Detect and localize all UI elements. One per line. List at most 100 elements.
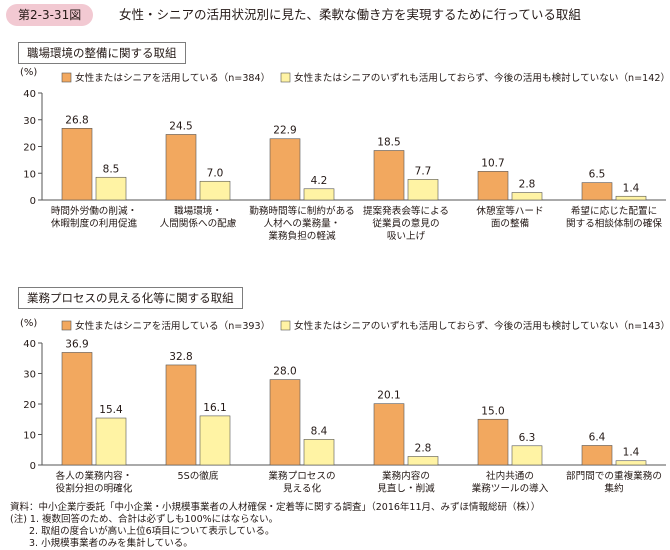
category-label: 時間外労働の削減・ bbox=[51, 205, 137, 217]
bar-value-label: 10.7 bbox=[481, 157, 504, 169]
bar bbox=[407, 456, 439, 466]
category-label: 部門間での重複業務の bbox=[566, 470, 662, 482]
legend-swatch bbox=[61, 320, 72, 331]
bar-value-label: 8.5 bbox=[103, 163, 120, 175]
category-label: 役割分担の明確化 bbox=[56, 483, 133, 495]
legend-label: 女性またはシニアを活用している（n=384） bbox=[75, 72, 270, 84]
bar-value-label: 15.0 bbox=[481, 405, 504, 417]
legend-swatch bbox=[280, 72, 291, 83]
bar-value-label: 26.8 bbox=[65, 114, 88, 126]
legend-label: 女性またはシニアのいずれも活用しておらず、今後の活用も検討していない（n=142… bbox=[294, 72, 670, 84]
bar-value-label: 22.9 bbox=[273, 125, 296, 137]
bar bbox=[615, 195, 647, 201]
category-label: 業務内容の bbox=[382, 470, 430, 482]
bar bbox=[511, 445, 543, 466]
category-label: 従業員の意見の bbox=[372, 218, 439, 230]
bar bbox=[407, 179, 439, 201]
note-2: 2. 取組の度合いが高い上位6項目について表示している。 bbox=[29, 526, 275, 537]
y-tick-label: 20 bbox=[23, 143, 36, 154]
y-tick-label: 40 bbox=[23, 89, 36, 100]
bar-value-label: 8.4 bbox=[311, 425, 328, 437]
y-tick-label: 10 bbox=[23, 169, 36, 180]
figure-header: 第2-3-31図 女性・シニアの活用状況別に見た、柔軟な働き方を実現するために行… bbox=[0, 0, 670, 30]
bar-value-label: 24.5 bbox=[169, 120, 192, 132]
category-label: 集約 bbox=[604, 483, 623, 495]
legend-label: 女性またはシニアを活用している（n=393） bbox=[75, 320, 270, 332]
bar bbox=[269, 379, 301, 466]
bar bbox=[581, 182, 613, 201]
bar bbox=[581, 445, 613, 466]
source-notes: 資料：中小企業庁委託「中小企業・小規模事業者の人材確保・定着等に関する調査」（2… bbox=[10, 502, 540, 550]
y-axis-unit-label: (%) bbox=[20, 67, 37, 78]
bar-value-label: 6.3 bbox=[519, 432, 536, 444]
note-1: (注) 1. 複数回答のため、合計は必ずしも100%にはならない。 bbox=[10, 514, 279, 525]
y-axis-unit-label: (%) bbox=[20, 318, 37, 329]
bar bbox=[165, 134, 197, 201]
category-label: 休暇制度の利用促進 bbox=[51, 218, 138, 230]
category-label: 吸い上げ bbox=[387, 231, 426, 242]
bar bbox=[61, 128, 93, 201]
y-tick-label: 0 bbox=[30, 461, 36, 472]
bar bbox=[303, 188, 335, 201]
bar bbox=[477, 418, 509, 466]
category-label: 提案発表会等による bbox=[363, 205, 449, 217]
bar bbox=[373, 150, 405, 201]
category-label: 人材への業務量・ bbox=[264, 218, 341, 230]
bar bbox=[199, 415, 231, 466]
bar-value-label: 7.7 bbox=[415, 165, 432, 177]
bar bbox=[511, 192, 543, 201]
bar bbox=[165, 364, 197, 466]
category-label: 職場環境・ bbox=[174, 205, 222, 217]
bar-value-label: 36.9 bbox=[65, 338, 88, 350]
category-label: 希望に応じた配置に bbox=[571, 205, 657, 217]
y-tick-label: 0 bbox=[30, 196, 36, 207]
category-label: 社内共通の bbox=[486, 470, 534, 482]
note-3: 3. 小規模事業者のみを集計している。 bbox=[29, 538, 193, 549]
y-tick-label: 40 bbox=[23, 339, 36, 350]
chart-workplace-environment: (%) 0 10 20 30 40 女性またはシニアを活用している（n=384） 女性またはシ… bbox=[20, 67, 670, 242]
bar-value-label: 6.4 bbox=[589, 431, 606, 443]
category-label: 勤務時間等に制約がある bbox=[249, 205, 355, 217]
legend-swatch bbox=[280, 320, 291, 331]
bar bbox=[95, 417, 127, 466]
note-source: 資料：中小企業庁委託「中小企業・小規模事業者の人材確保・定着等に関する調査」（2… bbox=[10, 502, 541, 513]
bar bbox=[615, 460, 647, 466]
y-tick-label: 30 bbox=[23, 116, 36, 127]
bar bbox=[95, 176, 127, 201]
chart-process-visualization: (%) 0 10 20 30 40 女性またはシニアを活用している（n=393） 女性またはシ… bbox=[20, 318, 670, 495]
bar-value-label: 20.1 bbox=[377, 390, 400, 402]
bar bbox=[477, 171, 509, 201]
bar-value-label: 32.8 bbox=[169, 351, 192, 363]
figure-number-badge: 第2-3-31図 bbox=[6, 4, 94, 26]
category-label: 業務負担の軽減 bbox=[268, 230, 336, 242]
category-label: 面の整備 bbox=[491, 218, 530, 230]
category-label: 見える化 bbox=[283, 483, 321, 495]
bar-value-label: 15.4 bbox=[99, 404, 123, 416]
bar bbox=[269, 138, 301, 201]
bar bbox=[61, 352, 93, 466]
y-tick-label: 30 bbox=[23, 370, 36, 381]
y-tick-label: 10 bbox=[23, 431, 36, 442]
bar bbox=[303, 439, 335, 466]
bar bbox=[373, 403, 405, 466]
y-tick-label: 20 bbox=[23, 400, 36, 411]
category-label: 業務プロセスの bbox=[268, 470, 335, 482]
legend-swatch bbox=[61, 72, 72, 83]
bar-value-label: 6.5 bbox=[589, 169, 606, 181]
category-label: 関する相談体制の確保 bbox=[566, 218, 662, 230]
bar-value-label: 4.2 bbox=[311, 175, 328, 187]
category-label: 各人の業務内容・ bbox=[56, 470, 133, 482]
section-title-process: 業務プロセスの見える化等に関する取組 bbox=[18, 287, 243, 309]
bar-value-label: 7.0 bbox=[207, 167, 224, 179]
bar-value-label: 2.8 bbox=[519, 179, 536, 191]
bar-value-label: 16.1 bbox=[203, 402, 226, 414]
bar-value-label: 1.4 bbox=[623, 182, 640, 194]
legend-label: 女性またはシニアのいずれも活用しておらず、今後の活用も検討していない（n=143… bbox=[294, 320, 670, 332]
category-label: 業務ツールの導入 bbox=[472, 483, 549, 495]
category-label: 5Sの徹底 bbox=[178, 470, 219, 482]
section-title-workplace: 職場環境の整備に関する取組 bbox=[18, 42, 186, 64]
figure-title: 女性・シニアの活用状況別に見た、柔軟な働き方を実現するために行っている取組 bbox=[119, 7, 581, 22]
bar bbox=[199, 180, 231, 201]
bar-value-label: 18.5 bbox=[377, 137, 400, 149]
bar-value-label: 2.8 bbox=[415, 442, 432, 454]
